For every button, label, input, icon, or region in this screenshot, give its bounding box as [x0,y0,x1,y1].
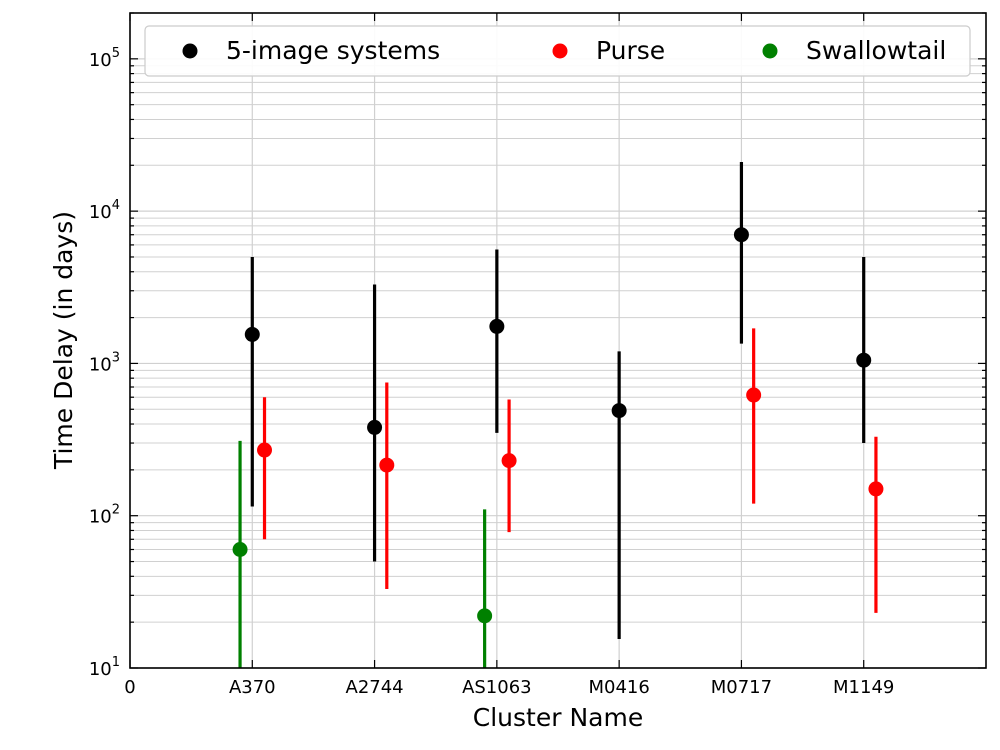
data-point [489,318,505,334]
data-point [232,541,248,557]
data-point [244,326,260,342]
legend-label: Swallowtail [806,36,946,65]
data-point [257,442,273,458]
data-point [379,457,395,473]
x-tick-label: A370 [229,677,276,698]
data-point [477,608,493,624]
x-tick-label: M1149 [833,677,894,698]
x-tick-label: M0717 [711,677,772,698]
y-tick-label: 103 [89,350,120,375]
data-point [611,403,627,419]
legend-marker [762,43,778,59]
marks-layer [232,162,884,668]
data-point [856,352,872,368]
data-point [868,481,884,497]
legend-label: 5-image systems [226,36,440,65]
x-tick-label: A2744 [346,677,404,698]
x-tick-label: AS1063 [462,677,532,698]
y-tick-label: 101 [89,655,120,680]
legend-marker [182,43,198,59]
y-tick-label: 104 [89,198,120,223]
data-point [367,419,383,435]
plot-frame [129,12,987,669]
legend-marker [552,43,568,59]
x-axis-title: Cluster Name [473,703,643,732]
y-tick-label: 102 [89,503,120,528]
y-axis-title: Time Delay (in days) [49,211,78,470]
legend-label: Purse [596,36,665,65]
ticks-layer: 101 102 103 104 105 0 A370 A2744 AS1063 M0416 M071… [89,12,986,698]
data-point [746,387,762,403]
x-tick-label: 0 [124,677,135,698]
data-point [733,227,749,243]
x-tick-label: M0416 [588,677,649,698]
y-tick-label: 105 [89,46,120,71]
legend: 5-image systems Purse Swallowtail [144,25,971,77]
data-point [501,453,517,469]
grid-layer [130,12,986,669]
